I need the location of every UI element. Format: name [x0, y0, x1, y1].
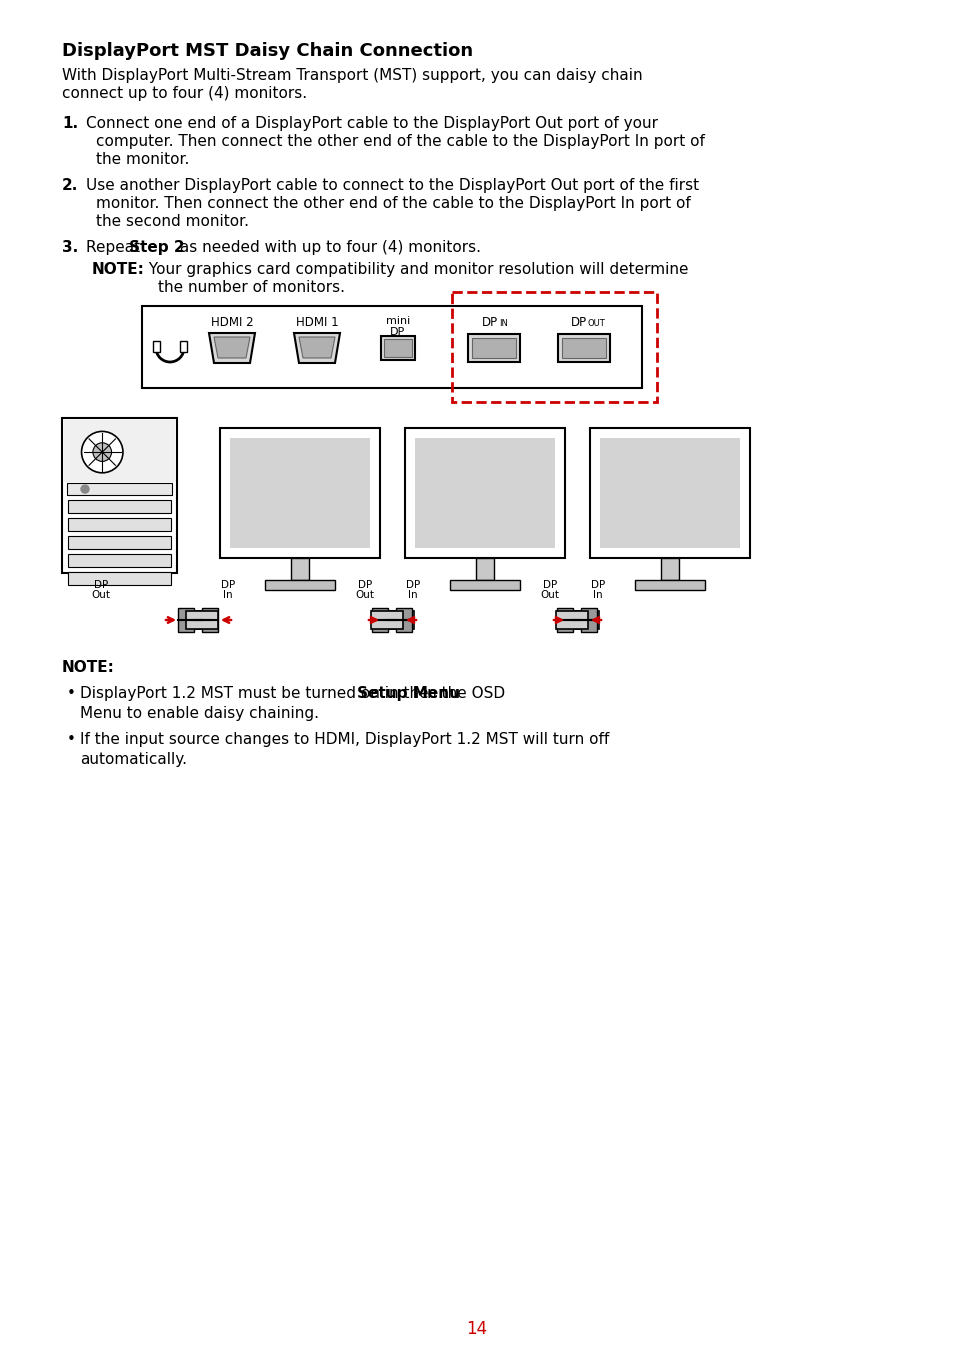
Bar	[599, 437, 740, 548]
Bar	[68, 500, 171, 513]
Text: Out: Out	[540, 590, 558, 599]
Text: Your graphics card compatibility and monitor resolution will determine: Your graphics card compatibility and mon…	[144, 262, 688, 277]
Circle shape	[81, 432, 123, 472]
Polygon shape	[294, 333, 339, 363]
Polygon shape	[213, 338, 250, 358]
Text: DP: DP	[590, 580, 604, 590]
Text: DP: DP	[221, 580, 234, 590]
Text: DisplayPort MST Daisy Chain Connection: DisplayPort MST Daisy Chain Connection	[62, 42, 473, 59]
Text: •: •	[67, 686, 76, 701]
Text: the second monitor.: the second monitor.	[96, 215, 249, 230]
Text: computer. Then connect the other end of the cable to the DisplayPort In port of: computer. Then connect the other end of …	[96, 134, 704, 148]
Bar	[68, 536, 171, 549]
Text: Repeat: Repeat	[86, 240, 145, 255]
Bar	[396, 608, 412, 632]
Bar	[179, 612, 211, 629]
Text: 1.: 1.	[62, 116, 78, 131]
Bar	[556, 612, 587, 629]
Circle shape	[81, 485, 89, 493]
Bar	[67, 483, 172, 495]
Text: HDMI 2: HDMI 2	[211, 316, 253, 329]
Bar	[635, 580, 704, 590]
Bar	[581, 608, 597, 632]
Bar	[62, 418, 177, 572]
Bar	[186, 612, 218, 629]
Text: 2.: 2.	[62, 178, 78, 193]
Bar	[557, 608, 573, 632]
Bar	[265, 580, 335, 590]
Bar	[371, 612, 402, 629]
Text: In: In	[223, 590, 233, 599]
Text: OUT: OUT	[586, 319, 604, 328]
Bar	[476, 558, 494, 580]
Bar	[561, 338, 605, 358]
Text: Connect one end of a DisplayPort cable to the DisplayPort Out port of your: Connect one end of a DisplayPort cable t…	[86, 116, 658, 131]
Bar	[558, 333, 609, 362]
Bar	[180, 342, 187, 352]
Bar	[68, 554, 171, 567]
Bar	[415, 437, 555, 548]
Text: automatically.: automatically.	[80, 752, 187, 767]
Text: Use another DisplayPort cable to connect to the DisplayPort Out port of the firs: Use another DisplayPort cable to connect…	[86, 178, 699, 193]
Text: Step 2: Step 2	[129, 240, 185, 255]
Text: Out: Out	[91, 590, 111, 599]
Bar	[291, 558, 309, 580]
Bar	[152, 342, 160, 352]
Text: HDMI 1: HDMI 1	[295, 316, 338, 329]
Text: •: •	[67, 732, 76, 747]
Bar	[68, 518, 171, 531]
Bar	[178, 608, 194, 632]
Text: With DisplayPort Multi-Stream Transport (MST) support, you can daisy chain: With DisplayPort Multi-Stream Transport …	[62, 68, 642, 82]
Text: 14: 14	[466, 1320, 487, 1338]
Bar	[660, 558, 679, 580]
Bar	[472, 338, 516, 358]
Text: DP: DP	[93, 580, 108, 590]
Bar	[566, 612, 598, 629]
Text: NOTE:: NOTE:	[62, 660, 114, 675]
Bar	[405, 428, 564, 558]
Bar	[64, 420, 174, 482]
Bar	[372, 608, 388, 632]
Text: IN: IN	[499, 319, 508, 328]
Text: NOTE:: NOTE:	[91, 262, 145, 277]
Polygon shape	[209, 333, 254, 363]
Text: 3.: 3.	[62, 240, 78, 255]
Bar	[230, 437, 370, 548]
Text: DP: DP	[357, 580, 372, 590]
Bar	[202, 608, 218, 632]
Text: In: In	[593, 590, 602, 599]
Bar	[450, 580, 519, 590]
Bar	[381, 612, 414, 629]
Circle shape	[92, 443, 112, 462]
Bar	[380, 336, 415, 360]
Text: DP: DP	[542, 580, 557, 590]
Text: DP: DP	[405, 580, 419, 590]
Text: the monitor.: the monitor.	[96, 153, 190, 167]
Text: connect up to four (4) monitors.: connect up to four (4) monitors.	[62, 86, 307, 101]
Bar	[468, 333, 519, 362]
Text: DP: DP	[570, 316, 586, 329]
Bar	[589, 428, 749, 558]
Text: as needed with up to four (4) monitors.: as needed with up to four (4) monitors.	[174, 240, 480, 255]
Text: DP: DP	[390, 327, 405, 338]
Text: in the OSD: in the OSD	[417, 686, 505, 701]
Bar	[452, 292, 657, 402]
Bar	[220, 428, 379, 558]
Text: In: In	[408, 590, 417, 599]
Text: monitor. Then connect the other end of the cable to the DisplayPort In port of: monitor. Then connect the other end of t…	[96, 196, 690, 211]
Text: the number of monitors.: the number of monitors.	[158, 279, 345, 296]
Text: Out: Out	[355, 590, 375, 599]
Polygon shape	[298, 338, 335, 358]
Text: DisplayPort 1.2 MST must be turned on in the: DisplayPort 1.2 MST must be turned on in…	[80, 686, 433, 701]
Text: If the input source changes to HDMI, DisplayPort 1.2 MST will turn off: If the input source changes to HDMI, Dis…	[80, 732, 609, 747]
Text: Setup Menu: Setup Menu	[356, 686, 459, 701]
Text: Menu to enable daisy chaining.: Menu to enable daisy chaining.	[80, 706, 318, 721]
Bar	[384, 339, 412, 356]
Bar	[142, 306, 641, 387]
Text: DP: DP	[481, 316, 497, 329]
Bar	[68, 572, 171, 585]
Text: mini: mini	[385, 316, 410, 325]
